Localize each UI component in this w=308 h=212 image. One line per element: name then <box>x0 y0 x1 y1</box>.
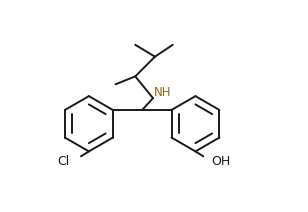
Text: NH: NH <box>154 86 172 99</box>
Text: OH: OH <box>211 155 230 168</box>
Text: Cl: Cl <box>57 155 69 168</box>
